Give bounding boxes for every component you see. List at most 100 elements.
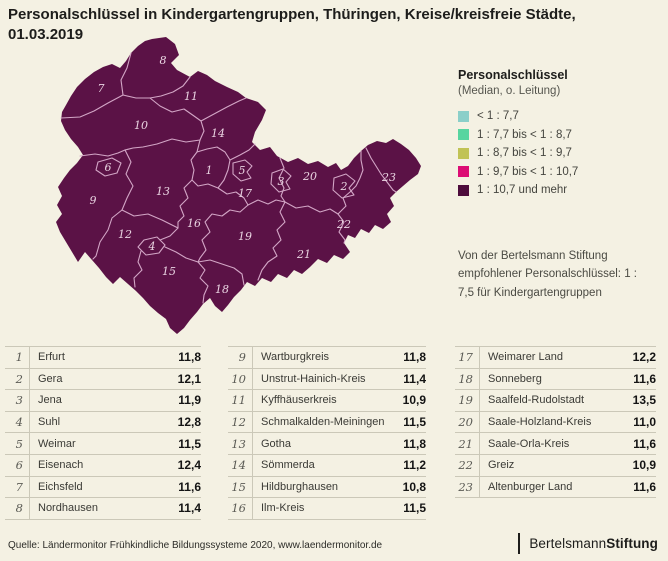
district-number-label: 23 (381, 171, 396, 184)
district-number-label: 11 (184, 90, 198, 103)
row-number: 5 (5, 433, 30, 454)
table-row: 12 Schmalkalden-Meiningen 11,5 (228, 411, 426, 434)
district-value: 10,9 (632, 458, 656, 473)
legend-items: < 1 : 7,7 1 : 7,7 bis < 1 : 8,7 1 : 8,7 bi… (458, 107, 658, 200)
district-number-label: 17 (238, 187, 252, 200)
map-silhouette (56, 37, 421, 334)
legend-item-label: 1 : 9,7 bis < 1 : 10,7 (477, 165, 579, 178)
district-value: 12,4 (177, 458, 201, 473)
table-column-1: 1 Erfurt 11,8 2 Gera 12,1 3 Jena 11,9 4 Suhl 12,8 5 W… (5, 346, 201, 520)
row-number: 3 (5, 390, 30, 411)
legend-subtitle: (Median, o. Leitung) (458, 85, 561, 97)
district-name: Eichsfeld (38, 480, 83, 493)
row-number: 21 (455, 433, 480, 454)
table-row: 18 Sonneberg 11,6 (455, 368, 656, 391)
district-number-label: 15 (162, 265, 176, 278)
district-name: Ilm-Kreis (261, 502, 305, 515)
row-number: 22 (455, 454, 480, 476)
logo-bar-icon (518, 533, 521, 554)
legend-item: 1 : 7,7 bis < 1 : 8,7 (458, 126, 658, 145)
table-row: 11 Kyffhäuserkreis 10,9 (228, 390, 426, 412)
legend-swatch-icon (458, 129, 469, 141)
district-name: Sömmerda (261, 459, 315, 472)
row-number: 9 (228, 347, 253, 368)
row-number: 18 (455, 368, 480, 390)
row-number: 12 (228, 411, 253, 433)
district-name: Schmalkalden-Meiningen (261, 416, 385, 429)
table-row: 10 Unstrut-Hainich-Kreis 11,4 (228, 368, 426, 391)
district-name: Sonneberg (488, 372, 542, 385)
table-row: 9 Wartburgkreis 11,8 (228, 346, 426, 369)
row-number: 20 (455, 411, 480, 433)
legend-swatch-icon (458, 166, 469, 178)
table-row: 5 Weimar 11,5 (5, 433, 201, 455)
district-value: 11,8 (403, 350, 426, 365)
table-row: 15 Hildburghausen 10,8 (228, 476, 426, 499)
district-name: Gera (38, 372, 63, 385)
district-number-label: 8 (160, 54, 167, 67)
district-value: 12,1 (177, 371, 201, 386)
row-number: 4 (5, 411, 30, 433)
district-value: 11,6 (633, 436, 656, 451)
district-name: Nordhausen (38, 502, 98, 515)
legend-swatch-icon (458, 147, 469, 159)
district-number-label: 6 (105, 161, 112, 174)
district-number-label: 10 (134, 119, 148, 132)
table-row: 23 Altenburger Land 11,6 (455, 476, 656, 499)
district-value: 11,4 (178, 501, 201, 516)
district-name: Hildburghausen (261, 480, 339, 493)
table-row: 3 Jena 11,9 (5, 390, 201, 412)
district-value: 11,6 (178, 479, 201, 494)
district-name: Weimarer Land (488, 351, 563, 364)
district-name: Altenburger Land (488, 480, 573, 493)
row-number: 17 (455, 347, 480, 368)
table-row: 2 Gera 12,1 (5, 368, 201, 391)
legend-item: < 1 : 7,7 (458, 107, 658, 126)
table-row: 6 Eisenach 12,4 (5, 454, 201, 477)
legend-item-label: < 1 : 7,7 (477, 110, 519, 123)
district-number-label: 14 (211, 127, 225, 140)
table-row: 1 Erfurt 11,8 (5, 346, 201, 369)
row-number: 11 (228, 390, 253, 411)
row-number: 8 (5, 498, 30, 519)
row-number: 2 (5, 368, 30, 390)
logo-text-regular: Bertelsmann (529, 536, 607, 551)
district-name: Saalfeld-Rudolstadt (488, 394, 585, 407)
source-line: Quelle: Ländermonitor Frühkindliche Bild… (8, 540, 383, 551)
district-name: Jena (38, 394, 62, 407)
table-row: 13 Gotha 11,8 (228, 433, 426, 455)
district-value: 13,5 (632, 393, 656, 408)
legend-item-label: 1 : 7,7 bis < 1 : 8,7 (477, 128, 572, 141)
page-title: Personalschlüssel in Kindergartengruppen… (8, 5, 576, 44)
district-value: 12,2 (632, 350, 656, 365)
table-column-3: 17 Weimarer Land 12,2 18 Sonneberg 11,6 19 Saal… (455, 346, 656, 499)
table-row: 4 Suhl 12,8 (5, 411, 201, 434)
district-number-label: 20 (302, 170, 317, 183)
row-number: 13 (228, 433, 253, 454)
legend-item-label: 1 : 10,7 und mehr (477, 184, 568, 197)
district-value: 11,8 (178, 350, 201, 365)
recommendation-note: Von der Bertelsmann Stiftung empfohlener… (458, 250, 637, 299)
table-column-2: 9 Wartburgkreis 11,8 10 Unstrut-Hainich-Krei… (228, 346, 426, 520)
legend-swatch-icon (458, 110, 469, 122)
district-value: 11,9 (178, 393, 201, 408)
district-number-label: 18 (215, 283, 229, 296)
district-value: 11,4 (403, 371, 426, 386)
district-number-label: 19 (238, 230, 252, 243)
district-value: 11,8 (403, 436, 426, 451)
district-number-label: 2 (340, 180, 348, 193)
district-value: 11,5 (403, 501, 426, 516)
district-borders (60, 52, 397, 304)
district-number-label: 7 (98, 82, 105, 95)
district-number-label: 16 (187, 217, 201, 230)
district-name: Kyffhäuserkreis (261, 394, 337, 407)
table-row: 19 Saalfeld-Rudolstadt 13,5 (455, 390, 656, 412)
row-number: 10 (228, 368, 253, 390)
legend-item-label: 1 : 8,7 bis < 1 : 9,7 (477, 147, 572, 160)
district-value: 11,6 (633, 371, 656, 386)
district-number-label: 13 (156, 185, 170, 198)
district-value: 11,5 (178, 436, 201, 451)
legend-item: 1 : 9,7 bis < 1 : 10,7 (458, 163, 658, 182)
